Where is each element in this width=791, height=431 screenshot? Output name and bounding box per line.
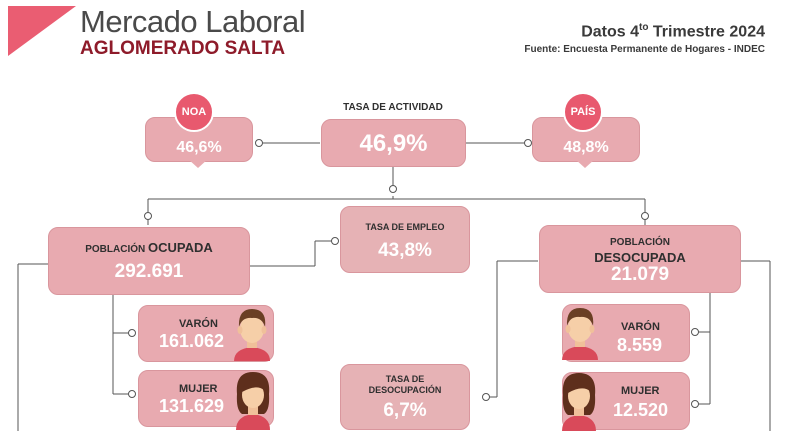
ocupada-mujer-value: 131.629	[159, 396, 225, 416]
noa-badge: NOA	[174, 92, 214, 132]
empleo-value: 43,8%	[378, 240, 432, 261]
desocupada-value: 21.079	[610, 264, 670, 285]
ocupada-mujer-label: MUJER	[179, 383, 218, 395]
ocupada-box: POBLACIÓN OCUPADA 292.691	[48, 227, 250, 295]
pais-badge: PAÍS	[563, 92, 603, 132]
pais-pointer	[575, 159, 595, 168]
man-avatar-icon	[234, 309, 270, 361]
empleo-label: TASA DE EMPLEO	[365, 222, 445, 232]
page-subtitle: AGLOMERADO SALTA	[80, 38, 286, 59]
desocupada-mujer-label: MUJER	[621, 385, 660, 397]
man-avatar-icon	[562, 308, 598, 360]
ocupada-varon-value: 161.062	[159, 331, 225, 351]
desocupada-label-prefix: POBLACIÓN	[610, 237, 670, 248]
noa-pointer	[188, 159, 208, 168]
desocupada-mujer-value: 12.520	[613, 400, 669, 420]
ocupada-value: 292.691	[114, 261, 184, 282]
desocupacion-value: 6,7%	[383, 400, 427, 421]
actividad-box: 46,9%	[321, 119, 466, 167]
desocupada-label-strong: DESOCUPADA	[594, 250, 686, 265]
desocupacion-label-2: DESOCUPACIÓN	[368, 385, 442, 395]
woman-avatar-icon	[562, 373, 596, 431]
noa-value: 46,6%	[176, 139, 222, 156]
page-title: Mercado Laboral	[80, 4, 306, 39]
ocupada-varon-label: VARÓN	[179, 318, 218, 330]
ocupada-label: POBLACIÓN OCUPADA	[85, 240, 213, 255]
corner-decoration	[8, 6, 76, 56]
desocupacion-box: TASA DE DESOCUPACIÓN 6,7%	[340, 364, 470, 430]
pais-value: 48,8%	[563, 139, 609, 156]
desocupacion-label-1: TASA DE	[385, 374, 425, 384]
woman-avatar-icon	[236, 372, 270, 430]
desocupada-box: POBLACIÓN DESOCUPADA 21.079	[539, 225, 741, 293]
source-label: Fuente: Encuesta Permanente de Hogares -…	[524, 44, 765, 55]
desocupada-varon-value: 8.559	[617, 335, 663, 355]
actividad-label: TASA DE ACTIVIDAD	[343, 102, 443, 113]
actividad-value: 46,9%	[359, 130, 428, 157]
desocupada-varon-label: VARÓN	[621, 321, 660, 333]
empleo-box: TASA DE EMPLEO 43,8%	[340, 206, 470, 273]
period-label: Datos 4to Trimestre 2024	[581, 22, 765, 41]
